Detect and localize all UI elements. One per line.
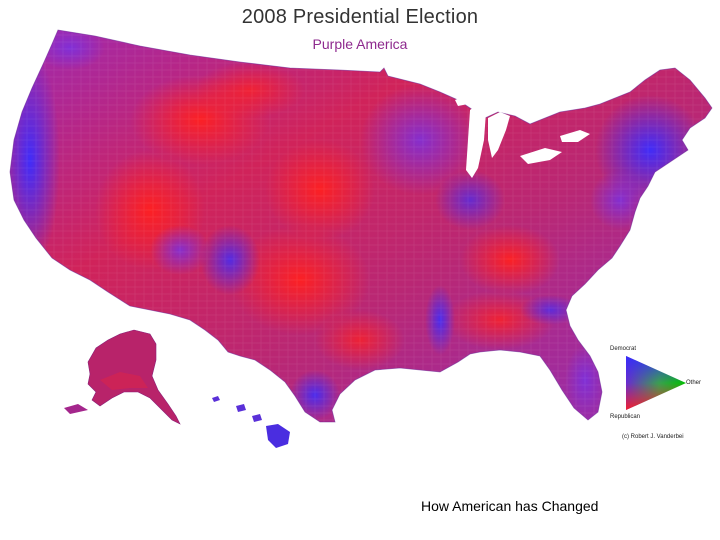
legend-republican-label: Republican xyxy=(610,414,641,420)
map-title: 2008 Presidential Election xyxy=(241,6,479,28)
legend-triangle xyxy=(626,356,686,410)
slide-caption: How American has Changed xyxy=(421,498,599,514)
copyright: (c) Robert J. Vanderbei xyxy=(622,434,684,440)
map-subtitle: Purple America xyxy=(312,36,408,52)
legend-other-label: Other xyxy=(686,380,702,386)
legend-democrat-label: Democrat xyxy=(610,346,637,352)
great-lakes xyxy=(455,94,590,178)
hawaii xyxy=(212,396,290,448)
alaska xyxy=(64,329,181,425)
